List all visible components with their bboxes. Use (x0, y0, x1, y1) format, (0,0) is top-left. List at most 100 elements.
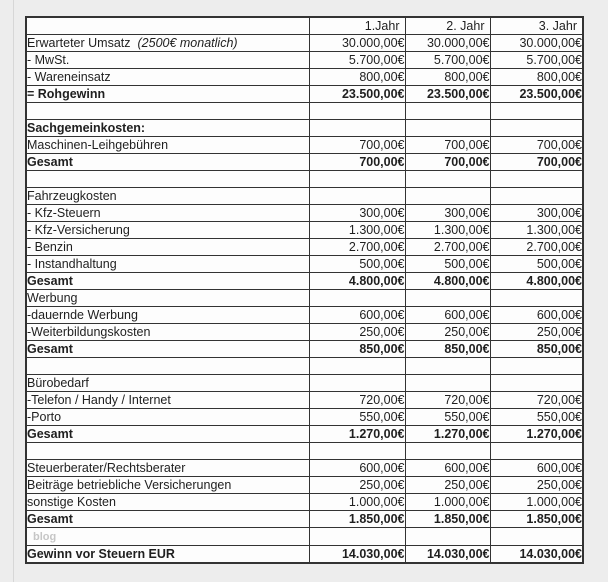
cell-value-year-2 (404, 187, 491, 205)
cell-value-year-1: 250,00€ (308, 323, 406, 341)
cell-value-year-3 (489, 357, 584, 375)
cell-value-year-2: 5.700,00€ (404, 51, 491, 69)
cell-value-year-1 (308, 442, 406, 460)
cell-value-year-2: 720,00€ (404, 391, 491, 409)
table-row: Sachgemeinkosten: (25, 119, 584, 137)
cell-value-year-1: 30.000,00€ (308, 34, 406, 52)
cell-value-year-2: 550,00€ (404, 408, 491, 426)
row-label: Sachgemeinkosten: (25, 119, 310, 137)
cell-value-year-2 (404, 102, 491, 120)
cell-value-year-1: 1.300,00€ (308, 221, 406, 239)
cell-value-year-2 (404, 357, 491, 375)
table-row: Bürobedarf (25, 374, 584, 392)
row-label: Werbung (25, 289, 310, 307)
table-row: Fahrzeugkosten (25, 187, 584, 205)
row-label-text: Gesamt (27, 512, 73, 526)
cell-value-year-3 (489, 170, 584, 188)
cell-value-year-2: 23.500,00€ (404, 85, 491, 103)
cell-value-year-2: 600,00€ (404, 306, 491, 324)
cell-value-year-1: 1.850,00€ (308, 510, 406, 528)
cell-value-year-3: 1.000,00€ (489, 493, 584, 511)
row-label-text: - Wareneinsatz (27, 70, 111, 84)
row-label-text: Maschinen-Leihgebühren (27, 138, 169, 152)
cell-value-year-1 (308, 102, 406, 120)
cell-value-year-2: 250,00€ (404, 476, 491, 494)
cell-value-year-3: 300,00€ (489, 204, 584, 222)
row-label: Fahrzeugkosten (25, 187, 310, 205)
cell-value-year-3: 500,00€ (489, 255, 584, 273)
cell-value-year-1: 850,00€ (308, 340, 406, 358)
cell-value-year-1 (308, 357, 406, 375)
cell-value-year-3: 23.500,00€ (489, 85, 584, 103)
table-row: - Benzin 2.700,00€ 2.700,00€ 2.700,00€ (25, 238, 584, 256)
cell-value-year-1 (308, 187, 406, 205)
cell-value-year-1 (308, 119, 406, 137)
row-label: Gesamt (25, 272, 310, 290)
cell-value-year-1 (308, 527, 406, 546)
row-label-text: Sachgemeinkosten: (27, 121, 146, 135)
row-label: Gesamt (25, 340, 310, 358)
row-label-text: -Porto (27, 410, 62, 424)
row-label-text: Gesamt (27, 155, 73, 169)
cell-value-year-2: 1.300,00€ (404, 221, 491, 239)
table-row: - Wareneinsatz 800,00€ 800,00€ 800,00€ (25, 68, 584, 86)
cell-value-year-3: 720,00€ (489, 391, 584, 409)
table-row: - MwSt. 5.700,00€ 5.700,00€ 5.700,00€ (25, 51, 584, 69)
row-label (25, 357, 310, 375)
cell-value-year-1: 1.000,00€ (308, 493, 406, 511)
row-label-text: Fahrzeugkosten (27, 189, 117, 203)
table-row: sonstige Kosten 1.000,00€ 1.000,00€ 1.000,0… (25, 493, 584, 511)
cell-value-year-3: 2.700,00€ (489, 238, 584, 256)
cell-value-year-1: 700,00€ (308, 153, 406, 171)
header-cell-year-3: 3. Jahr (489, 16, 584, 35)
cell-value-year-3 (489, 374, 584, 392)
table-row: Beiträge betriebliche Versicherungen 250,… (25, 476, 584, 494)
cell-value-year-3: 250,00€ (489, 323, 584, 341)
row-label: - Benzin (25, 238, 310, 256)
table-row: Gesamt 850,00€ 850,00€ 850,00€ (25, 340, 584, 358)
header-cell-year-1: 1.Jahr (308, 16, 406, 35)
row-label: Gesamt (25, 153, 310, 171)
row-label: -Porto (25, 408, 310, 426)
row-label: -Weiterbildungskosten (25, 323, 310, 341)
row-label-text: - Kfz-Versicherung (27, 223, 130, 237)
table-row: Gesamt 4.800,00€ 4.800,00€ 4.800,00€ (25, 272, 584, 290)
cell-value-year-2: 1.000,00€ (404, 493, 491, 511)
cell-value-year-3: 14.030,00€ (489, 545, 584, 564)
cell-value-year-2: 1.270,00€ (404, 425, 491, 443)
cell-value-year-1 (308, 170, 406, 188)
cell-value-year-3 (489, 102, 584, 120)
cell-value-year-3: 4.800,00€ (489, 272, 584, 290)
cell-value-year-1: 300,00€ (308, 204, 406, 222)
cell-value-year-2: 250,00€ (404, 323, 491, 341)
cell-value-year-3: 600,00€ (489, 306, 584, 324)
cell-value-year-3: 700,00€ (489, 136, 584, 154)
table-row: - Kfz-Steuern 300,00€ 300,00€ 300,00€ (25, 204, 584, 222)
cell-value-year-2: 2.700,00€ (404, 238, 491, 256)
table-row: Maschinen-Leihgebühren 700,00€ 700,00€ 700,… (25, 136, 584, 154)
cell-value-year-3: 1.850,00€ (489, 510, 584, 528)
cell-value-year-3: 1.270,00€ (489, 425, 584, 443)
cell-value-year-1: 600,00€ (308, 306, 406, 324)
cell-value-year-2: 30.000,00€ (404, 34, 491, 52)
row-label: - MwSt. (25, 51, 310, 69)
page-edge-line (13, 0, 14, 582)
cell-value-year-2: 600,00€ (404, 459, 491, 477)
cell-value-year-3: 30.000,00€ (489, 34, 584, 52)
cell-value-year-3 (489, 442, 584, 460)
cell-value-year-3: 1.300,00€ (489, 221, 584, 239)
table-row: - Kfz-Versicherung 1.300,00€ 1.300,00€ 1.30… (25, 221, 584, 239)
row-label: blog (25, 527, 310, 546)
row-label (25, 170, 310, 188)
table-row: -dauernde Werbung 600,00€ 600,00€ 600,00€ (25, 306, 584, 324)
row-label (25, 102, 310, 120)
table-row: -Telefon / Handy / Internet 720,00€ 720,00… (25, 391, 584, 409)
cell-value-year-3 (489, 289, 584, 307)
row-label-text: Gewinn vor Steuern EUR (27, 547, 175, 561)
cell-value-year-1: 500,00€ (308, 255, 406, 273)
cell-value-year-2 (404, 442, 491, 460)
cell-value-year-1: 1.270,00€ (308, 425, 406, 443)
cell-value-year-3: 600,00€ (489, 459, 584, 477)
cell-value-year-2 (404, 374, 491, 392)
cell-value-year-2 (404, 527, 491, 546)
